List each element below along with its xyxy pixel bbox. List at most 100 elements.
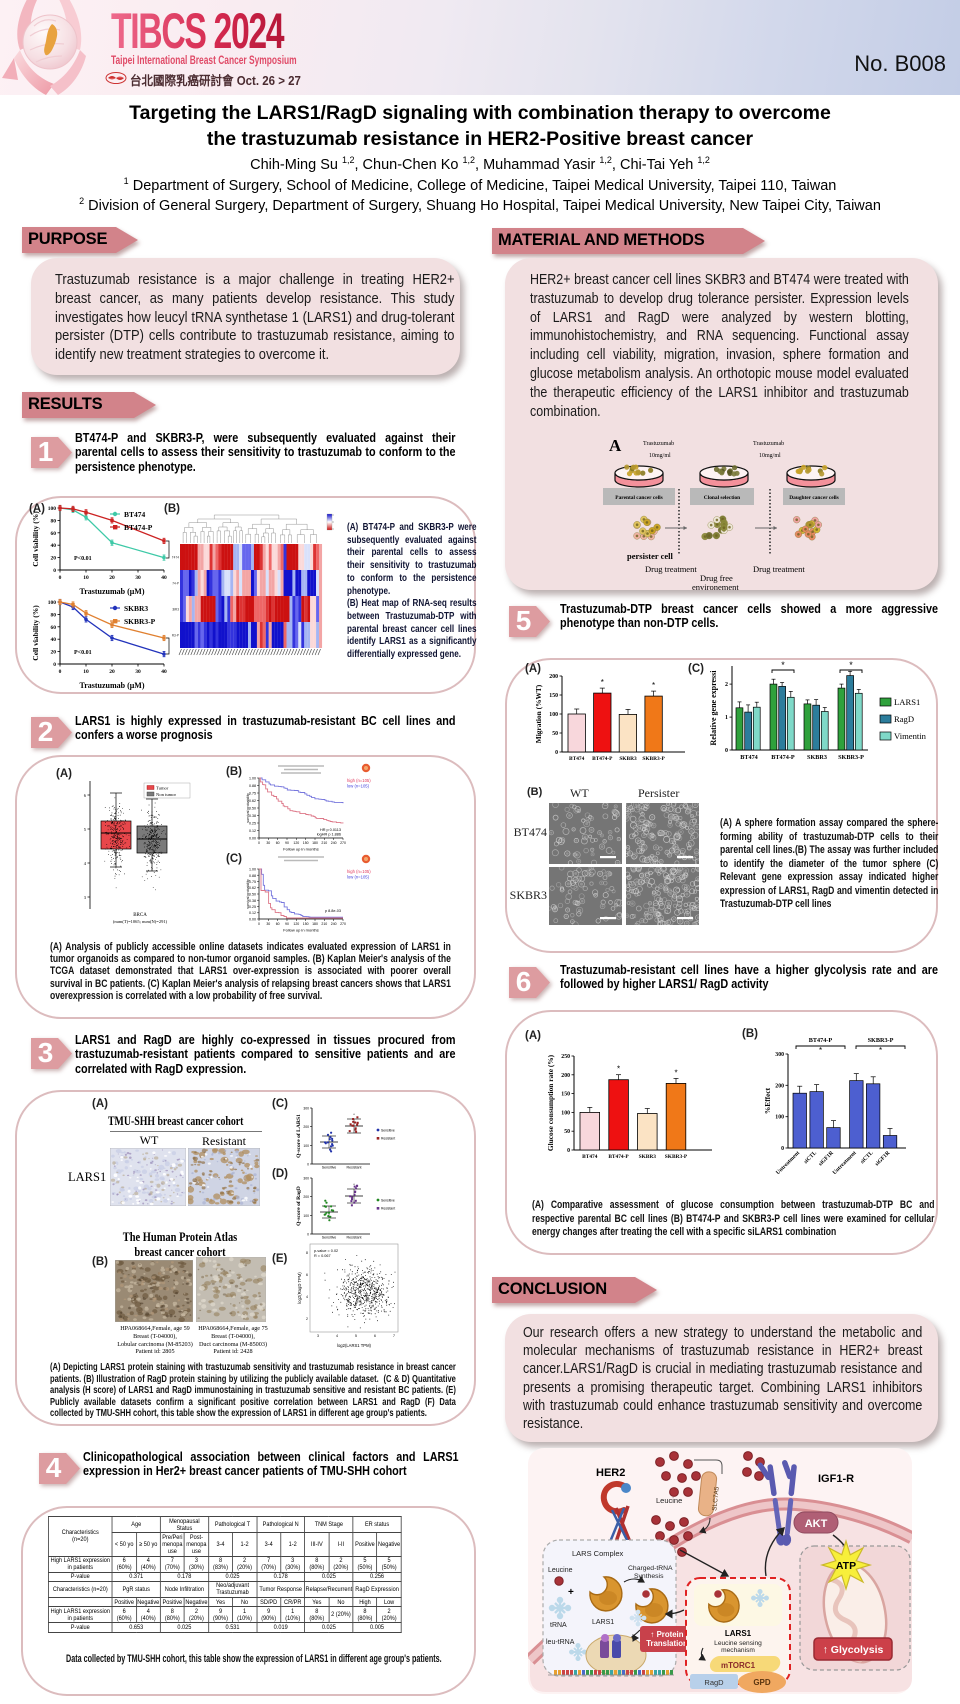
svg-text:SKBR3-P: SKBR3-P: [665, 1154, 688, 1160]
svg-text:Leucine sensing: Leucine sensing: [714, 1640, 762, 1647]
svg-text:0: 0: [59, 669, 62, 675]
svg-text:Vimentin: Vimentin: [894, 731, 926, 741]
svg-text:180: 180: [312, 841, 318, 845]
svg-text:Resistant: Resistant: [381, 1137, 395, 1141]
svg-text:180: 180: [312, 922, 318, 926]
svg-text:Sensitive: Sensitive: [322, 1166, 337, 1170]
svg-text:40: 40: [51, 637, 57, 643]
svg-text:240: 240: [331, 841, 337, 845]
svg-text:Clonal selection: Clonal selection: [704, 495, 740, 501]
svg-text:0: 0: [258, 922, 260, 926]
svg-text:Drug treatment: Drug treatment: [753, 564, 805, 574]
svg-text:200: 200: [561, 1073, 570, 1079]
svg-text:4: 4: [84, 861, 87, 866]
svg-text:10: 10: [83, 669, 89, 675]
svg-text:Drug free: Drug free: [700, 573, 733, 583]
svg-text:40: 40: [51, 543, 57, 549]
svg-text:SLC7A5: SLC7A5: [711, 1486, 721, 1511]
svg-text:150: 150: [561, 1092, 570, 1098]
svg-text:Trastuzumab (μM): Trastuzumab (μM): [79, 587, 144, 596]
svg-text:20: 20: [109, 669, 115, 675]
svg-text:20: 20: [109, 575, 115, 581]
svg-text:4: 4: [336, 1334, 338, 1338]
svg-text:Non tumor: Non tumor: [156, 792, 177, 797]
svg-text:120: 120: [293, 841, 299, 845]
svg-text:0: 0: [567, 1148, 570, 1154]
svg-text:100: 100: [303, 1144, 309, 1148]
svg-text:30: 30: [266, 922, 270, 926]
svg-text:(num(T)=1065; num(N)=291): (num(T)=1065; num(N)=291): [113, 919, 168, 924]
svg-text:Resistant: Resistant: [381, 1207, 395, 1211]
svg-text:30: 30: [135, 669, 141, 675]
svg-text:LARS1: LARS1: [592, 1619, 614, 1626]
svg-text:SKBR3-P: SKBR3-P: [642, 756, 665, 762]
svg-text:low (n=105): low (n=105): [347, 875, 370, 880]
svg-text:0.88: 0.88: [249, 874, 256, 878]
svg-text:Cell viability (%): Cell viability (%): [31, 511, 40, 567]
svg-text:80: 80: [51, 518, 57, 524]
svg-text:10: 10: [83, 575, 89, 581]
svg-text:0: 0: [59, 575, 62, 581]
svg-text:BT474-P: BT474-P: [809, 1037, 833, 1044]
svg-text:50: 50: [564, 1129, 570, 1135]
svg-text:60: 60: [51, 531, 57, 537]
svg-text:30: 30: [266, 841, 270, 845]
svg-text:Follow up in months: Follow up in months: [283, 847, 319, 852]
svg-text:Trastuzumab: Trastuzumab: [643, 441, 674, 447]
svg-text:100: 100: [561, 1110, 570, 1116]
svg-text:Glucose consumption rate (%): Glucose consumption rate (%): [546, 1054, 555, 1151]
svg-text:BT474-P: BT474-P: [608, 1154, 629, 1160]
svg-text:50: 50: [552, 731, 558, 737]
svg-text:Migration (%WT): Migration (%WT): [534, 684, 543, 743]
svg-text:0: 0: [555, 750, 558, 756]
svg-text:HER2: HER2: [596, 1467, 625, 1479]
svg-text:BT474-P: BT474-P: [592, 756, 613, 762]
svg-text:Tumor: Tumor: [156, 786, 169, 791]
svg-text:300: 300: [303, 1107, 309, 1111]
svg-text:BT474: BT474: [172, 556, 179, 560]
svg-text:10mg/ml: 10mg/ml: [759, 453, 781, 459]
svg-text:0.12: 0.12: [249, 911, 256, 915]
svg-text:150: 150: [303, 841, 309, 845]
svg-text:Parental cancer cells: Parental cancer cells: [615, 495, 662, 501]
svg-text:LARS1: LARS1: [725, 1629, 752, 1638]
svg-text:*: *: [879, 1046, 882, 1055]
svg-text:0: 0: [53, 662, 56, 668]
svg-text:1.00: 1.00: [249, 777, 256, 781]
svg-text:logHR p 1.886: logHR p 1.886: [317, 833, 341, 837]
svg-text:high (n=105): high (n=105): [347, 869, 371, 874]
svg-text:20: 20: [51, 556, 57, 562]
svg-text:siCTL: siCTL: [803, 1150, 818, 1165]
svg-text:210: 210: [321, 922, 327, 926]
svg-text:60: 60: [51, 625, 57, 631]
svg-text:RagD: RagD: [894, 714, 914, 724]
svg-text:Trastuzumab (μM): Trastuzumab (μM): [79, 681, 144, 690]
svg-text:0.50: 0.50: [249, 893, 256, 897]
svg-text:*: *: [674, 1068, 677, 1077]
svg-text:SKBR3-P: SKBR3-P: [124, 617, 156, 626]
svg-text:0.88: 0.88: [249, 784, 256, 788]
svg-text:*: *: [781, 660, 785, 670]
svg-text:IGF1-R: IGF1-R: [818, 1473, 854, 1485]
svg-text:SKBR3-P: SKBR3-P: [172, 634, 179, 638]
svg-text:0.00: 0.00: [249, 918, 256, 922]
svg-text:Synthesis: Synthesis: [634, 1573, 664, 1580]
svg-text:P<0.01: P<0.01: [74, 650, 92, 656]
svg-text:0.12: 0.12: [249, 829, 256, 833]
svg-text:SKBR3-P: SKBR3-P: [838, 754, 864, 761]
svg-text:BT474: BT474: [124, 510, 146, 519]
svg-text:0: 0: [307, 1233, 309, 1237]
svg-text:LARS Complex: LARS Complex: [572, 1549, 624, 1558]
svg-text:SKBR3: SKBR3: [619, 756, 637, 762]
svg-text:300: 300: [775, 1052, 784, 1058]
svg-text:150: 150: [303, 922, 309, 926]
svg-text:1.00: 1.00: [249, 868, 256, 872]
svg-text:siGF1R: siGF1R: [874, 1149, 892, 1167]
svg-text:Trastuzumab: Trastuzumab: [753, 441, 784, 447]
svg-text:GPD: GPD: [753, 1678, 771, 1687]
svg-text:0: 0: [307, 1163, 309, 1167]
svg-text:6: 6: [84, 793, 87, 798]
svg-text:survival probability: survival probability: [246, 879, 250, 909]
svg-text:0: 0: [53, 568, 56, 574]
svg-text:Untreatment: Untreatment: [775, 1150, 801, 1176]
